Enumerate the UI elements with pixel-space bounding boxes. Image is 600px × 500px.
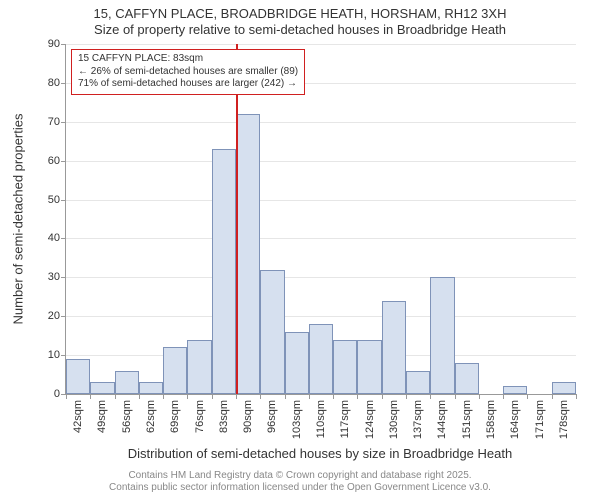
histogram-bar xyxy=(260,270,284,394)
x-tick-label: 137sqm xyxy=(412,394,424,439)
x-tick-label: 96sqm xyxy=(266,394,278,433)
y-tick-label: 40 xyxy=(48,232,66,244)
histogram-bar xyxy=(212,149,236,394)
credit-block: Contains HM Land Registry data © Crown c… xyxy=(0,470,600,494)
grid-line xyxy=(66,316,576,317)
x-tick-label: 151sqm xyxy=(461,394,473,439)
histogram-bar xyxy=(503,386,527,394)
y-tick-label: 30 xyxy=(48,271,66,283)
x-axis-title: Distribution of semi-detached houses by … xyxy=(128,446,512,461)
x-tick-mark xyxy=(236,394,237,399)
histogram-bar xyxy=(236,114,260,394)
x-tick-label: 110sqm xyxy=(315,394,327,438)
title-block: 15, CAFFYN PLACE, BROADBRIDGE HEATH, HOR… xyxy=(0,0,600,37)
x-tick-label: 56sqm xyxy=(121,394,133,433)
x-tick-label: 144sqm xyxy=(436,394,448,439)
histogram-bar xyxy=(285,332,309,394)
x-tick-mark xyxy=(212,394,213,399)
histogram-bar xyxy=(455,363,479,394)
callout-box: 15 CAFFYN PLACE: 83sqm ← 26% of semi-det… xyxy=(71,49,305,95)
grid-line xyxy=(66,122,576,123)
x-tick-label: 117sqm xyxy=(339,394,351,438)
callout-line-2: ← 26% of semi-detached houses are smalle… xyxy=(78,66,298,79)
title-line-1: 15, CAFFYN PLACE, BROADBRIDGE HEATH, HOR… xyxy=(0,6,600,22)
grid-line xyxy=(66,200,576,201)
histogram-bar xyxy=(309,324,333,394)
y-tick-label: 90 xyxy=(48,38,66,50)
histogram-bar xyxy=(163,347,187,394)
grid-line xyxy=(66,161,576,162)
y-axis-title: Number of semi-detached properties xyxy=(11,114,26,325)
histogram-bar xyxy=(382,301,406,394)
x-tick-label: 178sqm xyxy=(558,394,570,439)
chart-container: 15, CAFFYN PLACE, BROADBRIDGE HEATH, HOR… xyxy=(0,0,600,500)
marker-line xyxy=(236,44,238,394)
plot-area: 010203040506070809042sqm49sqm56sqm62sqm6… xyxy=(65,44,576,395)
credit-line-2: Contains public sector information licen… xyxy=(0,482,600,494)
x-tick-label: 42sqm xyxy=(72,394,84,433)
x-tick-mark xyxy=(455,394,456,399)
x-tick-label: 76sqm xyxy=(194,394,206,433)
y-tick-label: 70 xyxy=(48,116,66,128)
histogram-bar xyxy=(333,340,357,394)
y-tick-label: 10 xyxy=(48,349,66,361)
x-tick-label: 124sqm xyxy=(364,394,376,439)
x-tick-mark xyxy=(115,394,116,399)
x-tick-mark xyxy=(406,394,407,399)
x-tick-mark xyxy=(285,394,286,399)
grid-line xyxy=(66,277,576,278)
x-tick-mark xyxy=(430,394,431,399)
histogram-bar xyxy=(406,371,430,394)
histogram-bar xyxy=(357,340,381,394)
x-tick-mark xyxy=(187,394,188,399)
x-tick-label: 158sqm xyxy=(485,394,497,439)
x-tick-mark xyxy=(382,394,383,399)
histogram-bar xyxy=(66,359,90,394)
x-tick-label: 62sqm xyxy=(145,394,157,433)
x-tick-label: 171sqm xyxy=(534,394,546,439)
x-tick-mark xyxy=(309,394,310,399)
grid-line xyxy=(66,44,576,45)
x-tick-mark xyxy=(357,394,358,399)
histogram-bar xyxy=(552,382,576,394)
x-tick-mark xyxy=(163,394,164,399)
x-tick-mark xyxy=(552,394,553,399)
x-tick-mark xyxy=(333,394,334,399)
credit-line-1: Contains HM Land Registry data © Crown c… xyxy=(0,470,600,482)
grid-line xyxy=(66,238,576,239)
histogram-bar xyxy=(90,382,114,394)
y-tick-label: 80 xyxy=(48,77,66,89)
histogram-bar xyxy=(430,277,454,394)
x-tick-mark xyxy=(66,394,67,399)
x-tick-mark xyxy=(479,394,480,399)
y-tick-label: 60 xyxy=(48,155,66,167)
x-tick-label: 164sqm xyxy=(509,394,521,439)
y-tick-label: 20 xyxy=(48,310,66,322)
x-tick-mark xyxy=(90,394,91,399)
x-tick-mark xyxy=(260,394,261,399)
x-tick-mark xyxy=(139,394,140,399)
x-tick-mark xyxy=(527,394,528,399)
x-tick-label: 69sqm xyxy=(169,394,181,433)
x-tick-label: 49sqm xyxy=(96,394,108,433)
histogram-bar xyxy=(115,371,139,394)
x-tick-label: 83sqm xyxy=(218,394,230,433)
histogram-bar xyxy=(187,340,211,394)
x-tick-label: 103sqm xyxy=(291,394,303,439)
x-tick-label: 90sqm xyxy=(242,394,254,433)
x-tick-mark xyxy=(503,394,504,399)
x-tick-label: 130sqm xyxy=(388,394,400,439)
y-tick-label: 0 xyxy=(54,388,66,400)
title-line-2: Size of property relative to semi-detach… xyxy=(0,22,600,38)
y-tick-label: 50 xyxy=(48,194,66,206)
callout-line-3: 71% of semi-detached houses are larger (… xyxy=(78,78,298,91)
x-tick-mark xyxy=(576,394,577,399)
histogram-bar xyxy=(139,382,163,394)
callout-line-1: 15 CAFFYN PLACE: 83sqm xyxy=(78,53,298,66)
